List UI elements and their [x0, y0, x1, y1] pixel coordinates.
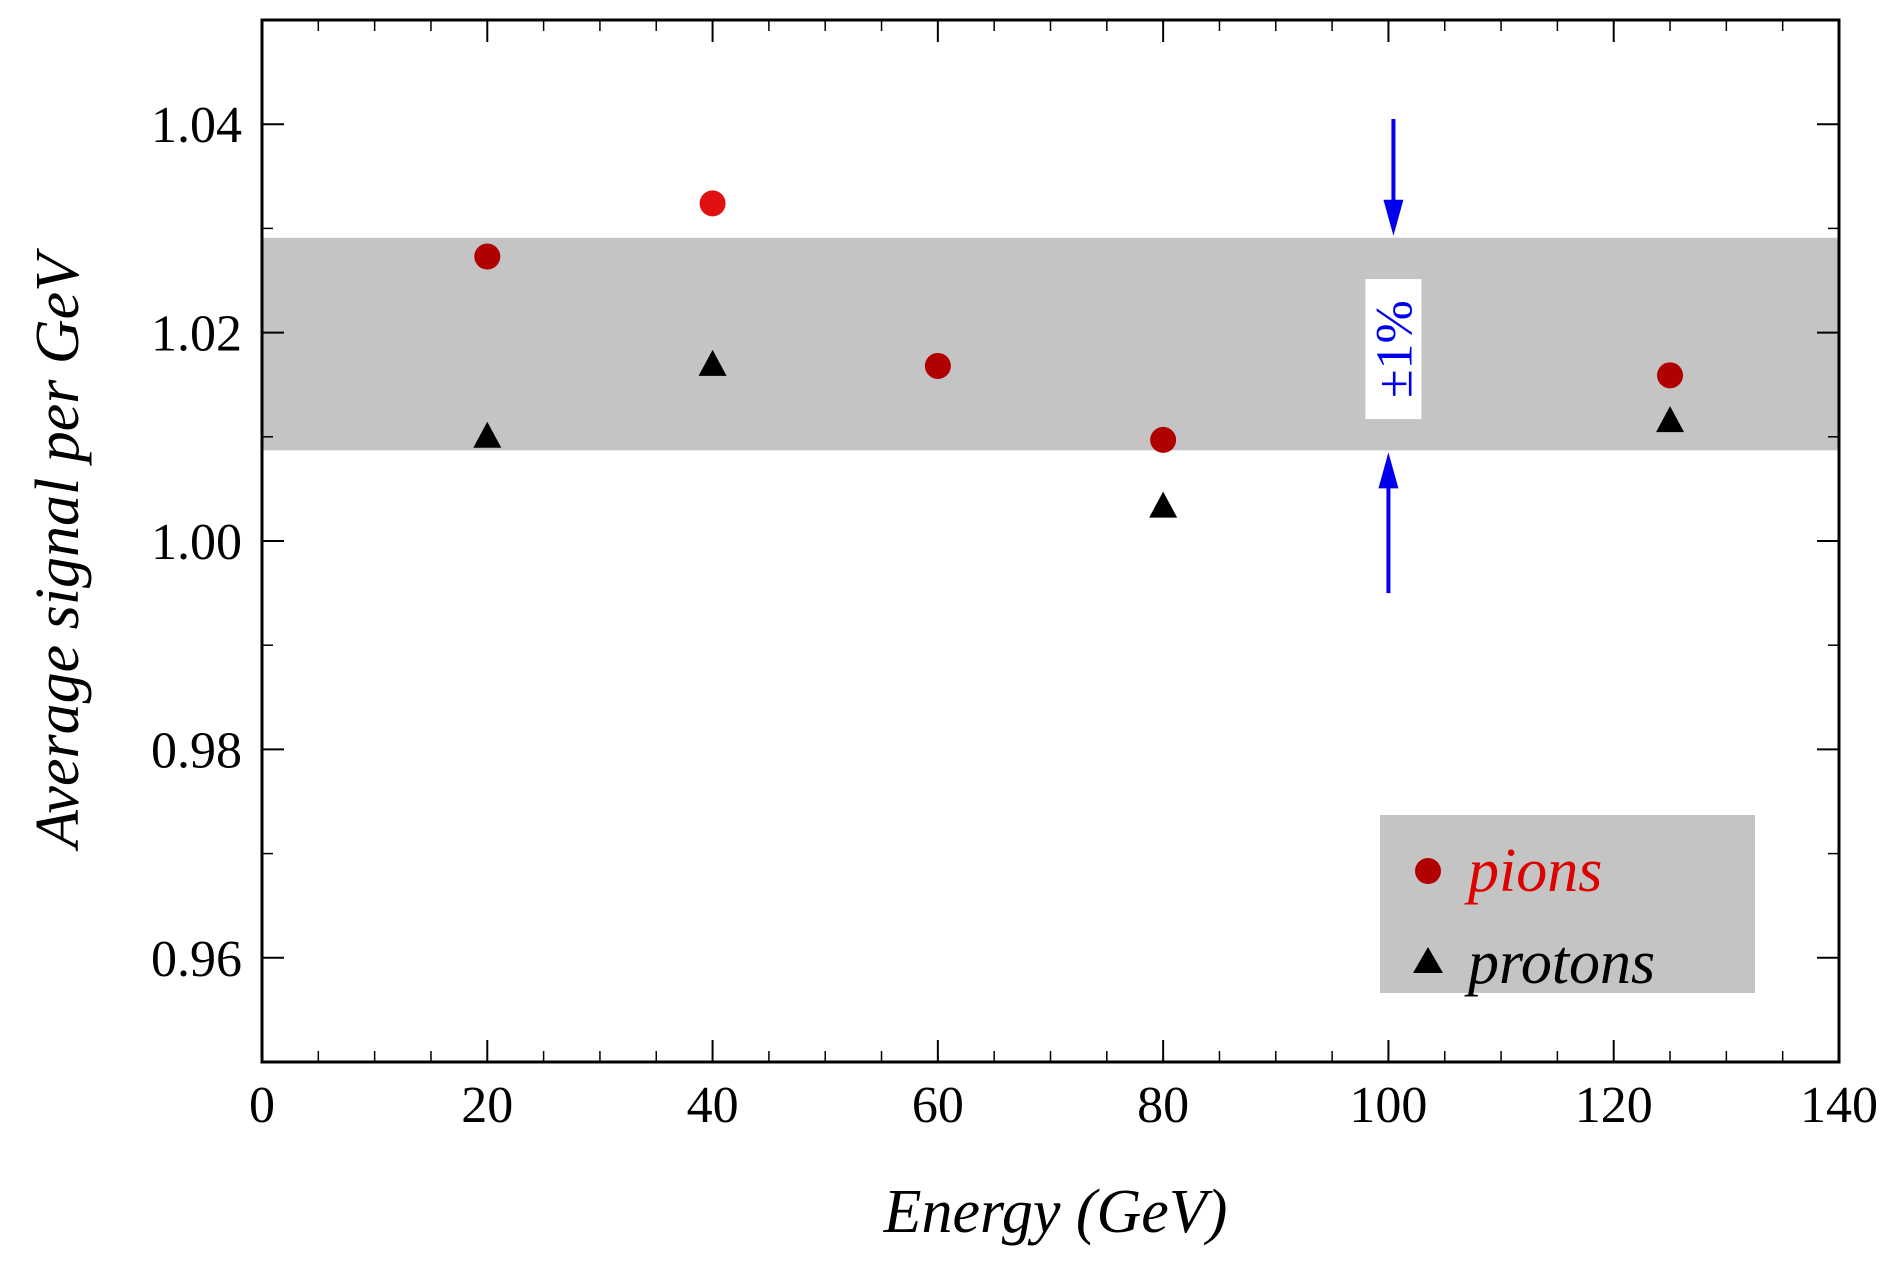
band-arrow-top-head	[1383, 199, 1404, 236]
x-tick-label: 120	[1575, 1077, 1653, 1134]
y-tick-label: 1.02	[151, 306, 242, 363]
x-tick-label: 140	[1800, 1077, 1878, 1134]
legend-label-pions: pions	[1464, 837, 1602, 905]
band-label-background	[1365, 279, 1422, 420]
tolerance-band	[262, 237, 1839, 451]
pions-point	[699, 190, 726, 217]
pions-point	[1657, 362, 1684, 389]
x-tick-label: 0	[249, 1077, 275, 1134]
legend-marker-protons	[1413, 947, 1443, 973]
x-tick-label: 60	[912, 1077, 964, 1134]
x-axis-title: Energy (GeV)	[883, 1178, 1228, 1246]
pions-point	[924, 352, 951, 379]
band-arrow-bottom-head	[1378, 452, 1399, 489]
legend-marker-pions	[1415, 858, 1441, 884]
protons-point	[473, 421, 502, 448]
x-tick-label: 100	[1349, 1077, 1427, 1134]
y-tick-label: 0.96	[151, 931, 242, 988]
protons-point	[698, 349, 727, 376]
x-tick-label: 20	[461, 1077, 513, 1134]
legend-box	[1380, 815, 1755, 993]
y-axis-title: Average signal per GeV	[24, 248, 92, 852]
y-tick-label: 1.04	[151, 97, 242, 154]
y-tick-label: 0.98	[151, 722, 242, 779]
x-tick-label: 40	[687, 1077, 739, 1134]
pions-point	[1150, 426, 1177, 453]
protons-point	[1656, 406, 1685, 433]
band-label: ±1%	[1366, 300, 1423, 398]
protons-point	[1149, 491, 1178, 518]
plot-frame	[260, 18, 1841, 1064]
y-tick-label: 1.00	[151, 514, 242, 571]
x-tick-label: 80	[1137, 1077, 1189, 1134]
legend-label-protons: protons	[1464, 929, 1655, 997]
pions-point	[474, 243, 501, 270]
